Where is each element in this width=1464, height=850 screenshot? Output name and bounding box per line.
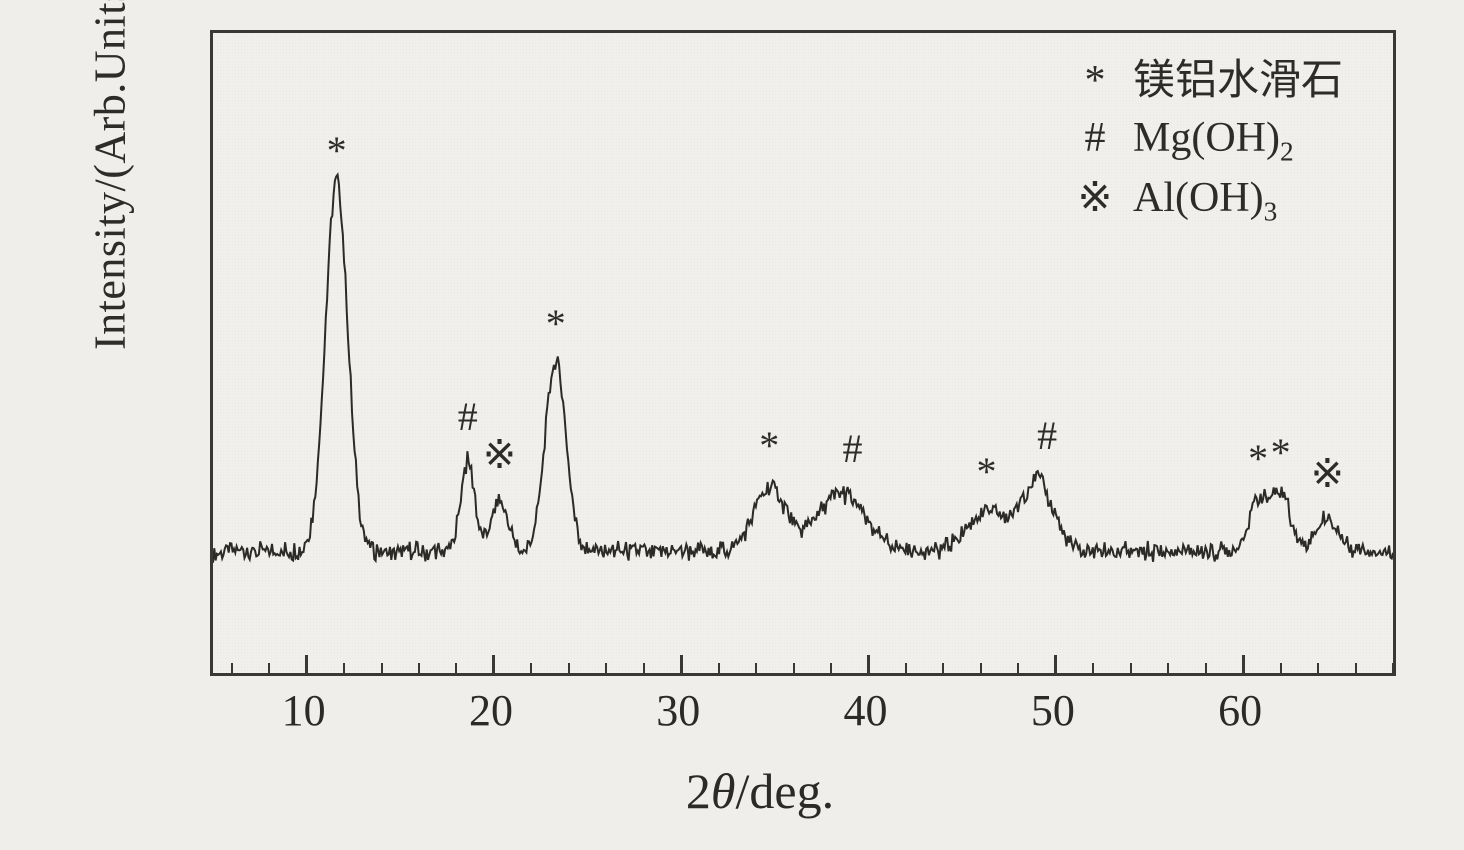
x-tick-label: 10 bbox=[282, 685, 326, 736]
x-tick-minor bbox=[793, 663, 795, 673]
x-tick-minor bbox=[830, 663, 832, 673]
x-tick-label: 50 bbox=[1031, 685, 1075, 736]
x-tick-major bbox=[1242, 655, 1245, 673]
x-tick-minor bbox=[1317, 663, 1319, 673]
xrd-chart: Intensity/(Arb.Units) *#※**#*#**※ * 镁铝水滑… bbox=[100, 20, 1420, 820]
legend: * 镁铝水滑石 # Mg(OH)2 ※ Al(OH)3 bbox=[1075, 53, 1343, 230]
x-tick-label: 20 bbox=[469, 685, 513, 736]
legend-item: ※ Al(OH)3 bbox=[1075, 170, 1343, 230]
x-tick-major bbox=[305, 655, 308, 673]
x-tick-minor bbox=[1205, 663, 1207, 673]
legend-text: Al(OH)3 bbox=[1133, 170, 1277, 230]
x-tick-minor bbox=[1355, 663, 1357, 673]
x-tick-minor bbox=[530, 663, 532, 673]
x-tick-minor bbox=[718, 663, 720, 673]
x-tick-minor bbox=[1392, 663, 1394, 673]
peak-label: * bbox=[546, 300, 566, 347]
x-tick-minor bbox=[568, 663, 570, 673]
x-tick-minor bbox=[268, 663, 270, 673]
x-tick-major bbox=[867, 655, 870, 673]
x-tick-minor bbox=[1167, 663, 1169, 673]
x-tick-minor bbox=[942, 663, 944, 673]
x-tick-label: 30 bbox=[656, 685, 700, 736]
peak-label: * bbox=[327, 127, 347, 174]
x-axis-label: 2θ/deg. bbox=[100, 762, 1420, 820]
peak-label: * bbox=[1271, 429, 1291, 476]
peak-label: * bbox=[1248, 435, 1268, 482]
x-tick-major bbox=[1054, 655, 1057, 673]
peak-label: # bbox=[458, 393, 478, 440]
x-tick-minor bbox=[755, 663, 757, 673]
x-tick-minor bbox=[643, 663, 645, 673]
x-tick-major bbox=[680, 655, 683, 673]
x-tick-minor bbox=[605, 663, 607, 673]
legend-item: # Mg(OH)2 bbox=[1075, 110, 1343, 170]
legend-symbol: * bbox=[1075, 53, 1115, 110]
legend-symbol: ※ bbox=[1075, 170, 1115, 227]
x-tick-minor bbox=[1280, 663, 1282, 673]
x-tick-minor bbox=[455, 663, 457, 673]
plot-area: *#※**#*#**※ * 镁铝水滑石 # Mg(OH)2 ※ Al(OH)3 bbox=[210, 30, 1396, 676]
peak-label: # bbox=[842, 425, 862, 472]
legend-text: 镁铝水滑石 bbox=[1133, 53, 1343, 110]
peak-label: ※ bbox=[483, 431, 517, 478]
x-tick-minor bbox=[905, 663, 907, 673]
x-tick-minor bbox=[1092, 663, 1094, 673]
x-tick-major bbox=[492, 655, 495, 673]
x-tick-minor bbox=[980, 663, 982, 673]
legend-symbol: # bbox=[1075, 110, 1115, 167]
x-tick-label: 60 bbox=[1218, 685, 1262, 736]
legend-text: Mg(OH)2 bbox=[1133, 110, 1294, 170]
legend-item: * 镁铝水滑石 bbox=[1075, 53, 1343, 110]
x-tick-label: 40 bbox=[844, 685, 888, 736]
x-tick-minor bbox=[1130, 663, 1132, 673]
x-tick-minor bbox=[418, 663, 420, 673]
x-tick-minor bbox=[381, 663, 383, 673]
x-tick-minor bbox=[343, 663, 345, 673]
peak-label: ※ bbox=[1311, 450, 1345, 497]
x-tick-minor bbox=[231, 663, 233, 673]
x-tick-minor bbox=[1017, 663, 1019, 673]
y-axis-label: Intensity/(Arb.Units) bbox=[85, 0, 136, 350]
peak-label: * bbox=[977, 448, 997, 495]
peak-label: # bbox=[1037, 412, 1057, 459]
peak-label: * bbox=[759, 422, 779, 469]
